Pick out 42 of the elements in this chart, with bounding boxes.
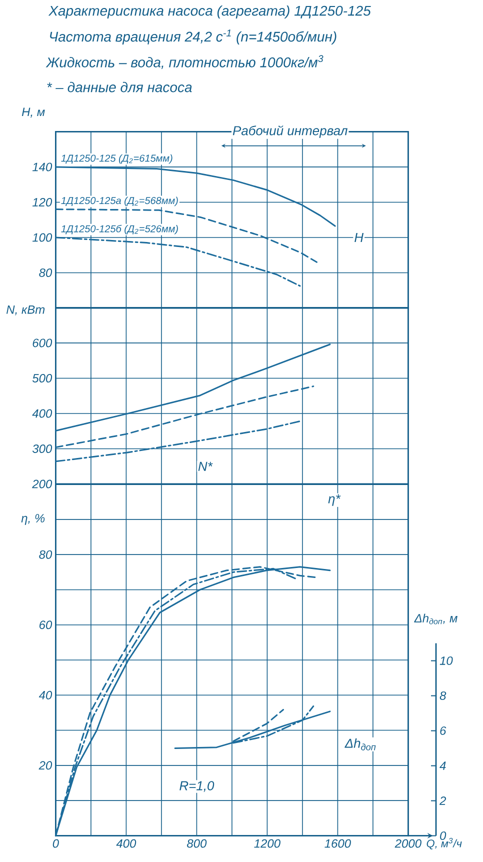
series-label: 1Д1250-125б (Д$_{2}$=526мм): [61, 224, 178, 234]
y2-tick-label: 10: [440, 656, 453, 665]
y-tick-label: 80: [39, 268, 52, 277]
x-tick-label: 0: [52, 839, 59, 848]
y-tick-label: 80: [39, 550, 52, 559]
annotation: H: [354, 233, 364, 242]
x-tick-label: 400: [116, 839, 136, 848]
y-tick-label: 500: [32, 374, 52, 382]
annotation: η*: [328, 494, 341, 506]
x-tick-label: 1600: [324, 839, 351, 848]
y2-tick-label: 6: [440, 726, 446, 735]
y-tick-label: 120: [32, 198, 52, 206]
y-tick-label: 40: [38, 690, 52, 700]
annotation: Δh$_{доп}$: [344, 738, 376, 750]
chart-subtitle: Частота вращения 24,2 с$^{-1}$ (n=1450об/мин): [50, 30, 336, 44]
y-tick-label: 140: [32, 162, 52, 172]
y2-axis-title: Δh$_{доп}$, м: [414, 614, 458, 624]
y-tick-label: 60: [39, 620, 52, 630]
y-axis-title: H, м: [22, 108, 45, 118]
y2-tick-label: 8: [440, 691, 446, 700]
y-tick-label: 300: [32, 444, 52, 453]
annotation: Рабочий интервал: [232, 126, 348, 138]
y-axis-title: N, кВт: [6, 305, 45, 316]
y2-tick-label: 2: [439, 796, 446, 805]
x-tick-label: 2000: [394, 839, 422, 848]
text: Жидкость – вода, плотностью 1000кг/м$^{3}$: [46, 55, 324, 69]
y-tick-label: 400: [32, 409, 52, 418]
y2-tick-label: 4: [440, 762, 446, 770]
x-tick-label: 1200: [254, 839, 280, 848]
series-label: 1Д1250-125а (Д$_{2}$=568мм): [61, 196, 178, 206]
y-tick-label: 200: [32, 480, 52, 488]
chart-title: Характеристика насоса (агрегата) 1Д1250-125: [48, 5, 371, 19]
y2-tick-label: 0: [440, 831, 446, 840]
y-axis-title: η, %: [21, 514, 45, 525]
series-label: 1Д1250-125 (Д$_{2}$=615мм): [61, 154, 172, 164]
y-tick-label: 100: [32, 233, 52, 242]
text: * – данные для насоса: [47, 82, 192, 92]
y-tick-label: 600: [32, 338, 52, 348]
x-tick-label: 800: [187, 839, 207, 848]
annotation: N*: [198, 462, 213, 471]
y-tick-label: 20: [38, 761, 52, 770]
annotation: R=1,0: [180, 781, 214, 792]
